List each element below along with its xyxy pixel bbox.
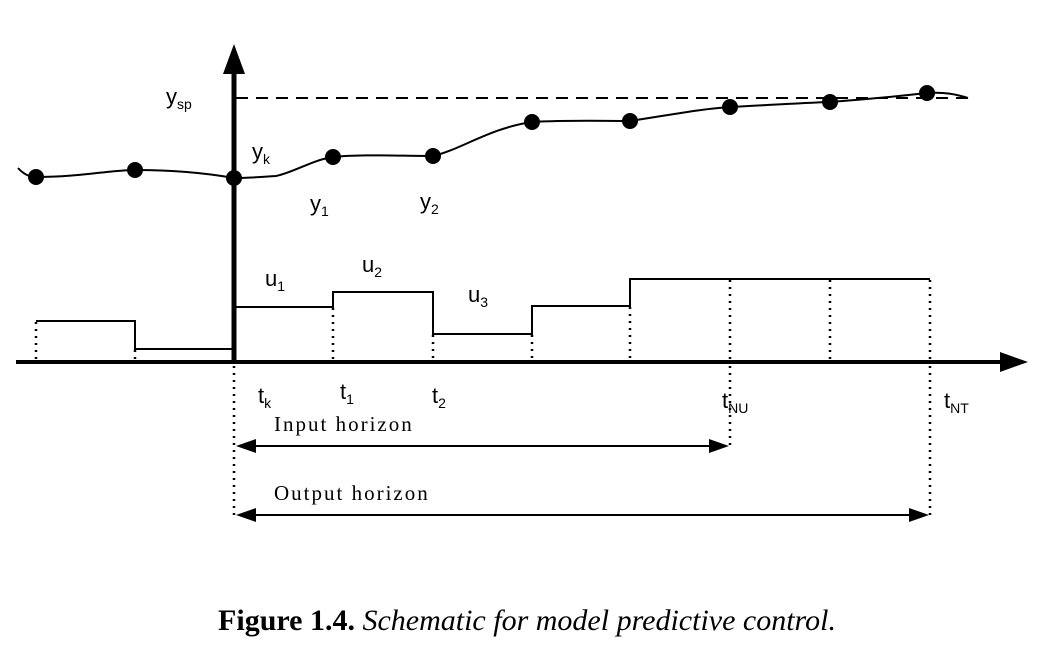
mpc-diagram: ysp yk y1 y2 u1 u2 u3 tk t1 t2 tNU tNT I… [16,44,1028,522]
label-y-1: y1 [310,191,329,219]
figure-caption: Figure 1.4. Schematic for model predicti… [0,604,1054,638]
label-y-sp: ysp [166,84,192,112]
input-steps [36,278,930,350]
sample-guides [34,280,932,361]
label-t-k: tk [258,383,272,411]
label-t-nt: tNT [944,388,969,416]
input-horizon-arrow [236,439,729,453]
output-point [524,114,540,130]
output-point [722,99,738,115]
input-horizon-label: Input horizon [274,412,414,436]
label-u-3: u3 [468,282,488,310]
output-horizon-label: Output horizon [274,481,430,505]
time-axis-arrow [1000,352,1028,372]
label-t-2: t2 [432,383,446,411]
output-point [28,169,44,185]
label-t-nu: tNU [722,388,748,416]
output-point [622,113,638,129]
output-point-y2 [425,148,441,164]
output-point-y1 [325,149,341,165]
label-u-1: u1 [265,266,285,294]
output-point [127,162,143,178]
output-point [919,85,935,101]
output-horizon-arrow [236,508,929,522]
output-axis-arrow [223,44,245,74]
caption-text: Schematic for model predictive control. [362,604,836,637]
caption-number: Figure 1.4. [218,604,355,637]
label-u-2: u2 [362,252,382,280]
output-point [822,94,838,110]
label-y-k: yk [252,139,271,167]
label-y-2: y2 [420,189,439,217]
label-t-1: t1 [340,379,354,407]
